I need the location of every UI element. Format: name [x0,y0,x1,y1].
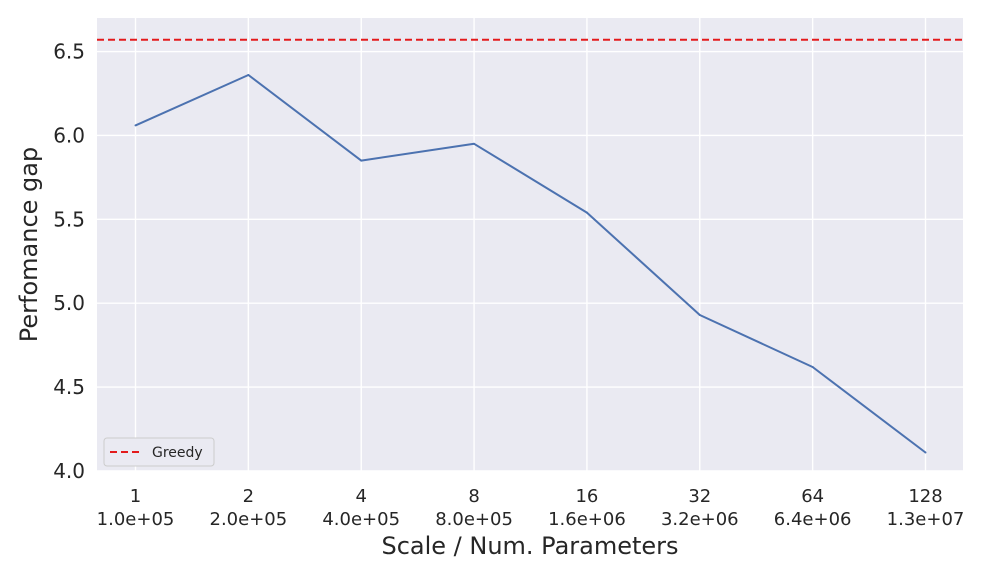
y-tick-label: 6.0 [53,123,85,147]
y-tick-label: 6.5 [53,40,85,64]
data-point-4 [585,211,588,214]
y-tick-label: 5.5 [53,207,85,231]
y-axis-label: Perfomance gap [15,147,43,342]
y-tick-label: 5.0 [53,291,85,315]
x-tick-label: 64 [801,486,824,507]
data-point-2 [360,159,363,162]
x-tick-label-secondary: 6.4e+06 [774,509,852,530]
data-point-3 [473,142,476,145]
grid [97,18,963,472]
x-tick-label: 16 [575,486,598,507]
data-point-0 [134,124,137,127]
y-tick-label: 4.5 [53,375,85,399]
x-tick-label-secondary: 3.2e+06 [661,509,739,530]
data-point-6 [811,365,814,368]
tick-labels: 4.0 4.5 5.0 5.5 6.0 6.5 11.0e+05 22.0e+05 44.0e+… [53,40,964,530]
legend: Greedy [103,437,215,467]
x-tick-label: 8 [468,486,479,507]
x-tick-label-secondary: 4.0e+05 [322,509,400,530]
y-tick-label: 4.0 [53,459,85,483]
x-axis-label: Scale / Num. Parameters [381,532,678,560]
data-point-1 [247,74,250,77]
x-tick-label-secondary: 1.3e+07 [887,509,965,530]
series-layer [97,38,963,454]
x-tick-label-secondary: 1.0e+05 [97,509,175,530]
series-line [135,74,927,454]
legend-box [103,437,215,467]
legend-label-greedy: Greedy [152,445,203,461]
x-tick-label: 128 [908,486,942,507]
data-point-7 [924,451,927,454]
x-tick-label-secondary: 8.0e+05 [435,509,513,530]
data-point-5 [698,313,701,316]
plot-area [97,18,963,471]
x-tick-label-secondary: 2.0e+05 [210,509,288,530]
x-tick-label: 1 [130,486,141,507]
x-tick-label-secondary: 1.6e+06 [548,509,626,530]
x-tick-label: 4 [355,486,366,507]
x-tick-label: 32 [688,486,711,507]
x-tick-label: 2 [243,486,254,507]
